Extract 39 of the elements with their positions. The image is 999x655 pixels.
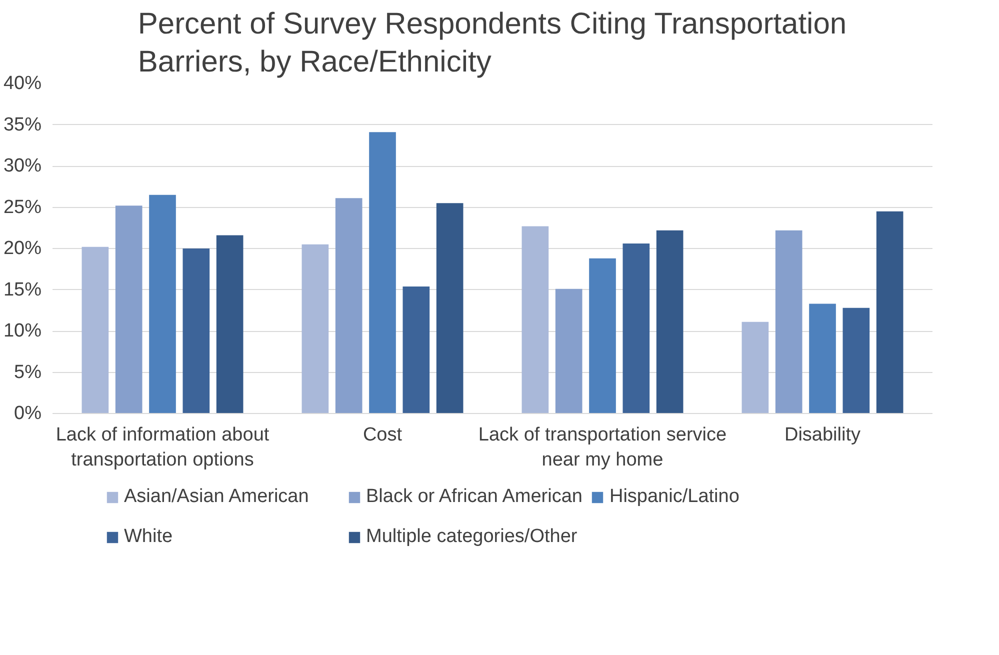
y-tick-label: 10% [3,320,42,342]
x-tick-label: Lack of transportation service near my home [478,424,727,471]
bar [402,286,430,414]
y-tick-label: 20% [3,238,42,259]
bar [369,132,396,414]
legend-label: Hispanic/Latino [609,486,740,508]
bar [216,235,244,414]
bar [775,230,802,414]
y-tick-label: 5% [14,362,42,383]
x-tick-label: Disability [784,424,862,446]
legend-label: Multiple categories/Other [366,526,578,548]
bar [522,226,549,414]
x-tick-label: Lack of information about transportation options [56,424,270,471]
y-tick-label: 30% [3,156,42,176]
y-tick-label: 15% [3,279,42,300]
bar [436,203,464,414]
y-tick-label: 35% [3,114,42,136]
chart-title: Percent of Survey Respondents Citing Transportation Barriers, by Race/Ethnicity [138,8,847,78]
bar [589,258,616,414]
bar [555,288,582,414]
legend-label: Asian/Asian American [124,486,310,508]
bar [302,244,329,414]
y-tick-label: 40% [3,73,42,94]
bar [742,322,769,414]
bar [182,248,210,414]
bar [876,211,904,414]
y-tick-label: 25% [3,196,42,218]
bar [622,244,650,414]
bar [82,246,109,414]
bar [335,198,362,414]
x-tick-label: Cost [362,424,403,446]
bar [809,304,836,414]
legend-label: White [124,526,174,548]
bar [842,308,870,414]
legend-label: Black or African American [366,486,582,508]
bar [149,194,176,414]
bar [656,230,684,414]
y-tick-label: 0% [14,403,42,424]
bar [115,206,142,414]
